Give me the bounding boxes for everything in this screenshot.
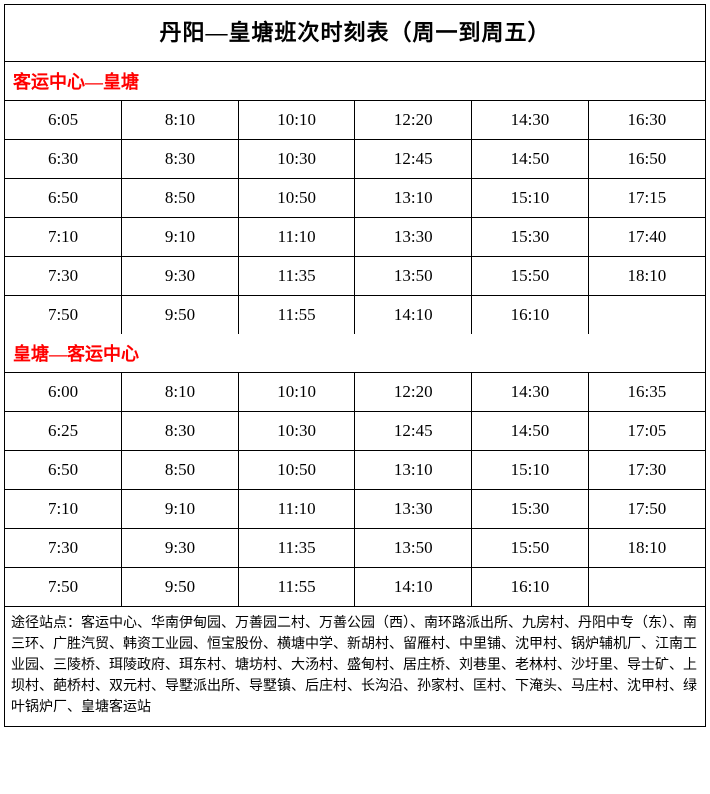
time-cell: 16:30 [588, 101, 705, 140]
time-cell: 18:10 [588, 529, 705, 568]
time-cell: 8:30 [122, 412, 239, 451]
time-cell: 9:50 [122, 568, 239, 607]
time-cell: 15:30 [472, 490, 589, 529]
time-cell: 7:10 [5, 490, 122, 529]
time-cell: 14:10 [355, 296, 472, 335]
time-cell: 7:10 [5, 218, 122, 257]
time-cell: 12:20 [355, 101, 472, 140]
time-cell: 9:10 [122, 218, 239, 257]
time-cell: 13:10 [355, 451, 472, 490]
time-cell: 11:10 [238, 218, 355, 257]
time-cell: 10:30 [238, 412, 355, 451]
table-row: 6:058:1010:1012:2014:3016:30 [5, 101, 705, 140]
section2-table: 6:008:1010:1012:2014:3016:356:258:3010:3… [5, 373, 705, 606]
table-row: 7:309:3011:3513:5015:5018:10 [5, 529, 705, 568]
time-cell: 11:10 [238, 490, 355, 529]
time-cell: 7:30 [5, 257, 122, 296]
time-cell: 11:55 [238, 568, 355, 607]
time-cell: 10:50 [238, 451, 355, 490]
time-cell: 9:30 [122, 257, 239, 296]
time-cell: 17:15 [588, 179, 705, 218]
time-cell: 18:10 [588, 257, 705, 296]
time-cell: 15:50 [472, 257, 589, 296]
table-row: 6:508:5010:5013:1015:1017:15 [5, 179, 705, 218]
time-cell: 10:10 [238, 373, 355, 412]
time-cell: 6:30 [5, 140, 122, 179]
time-cell: 14:30 [472, 373, 589, 412]
time-cell: 8:10 [122, 373, 239, 412]
footer-stops: 途径站点：客运中心、华南伊甸园、万善园二村、万善公园（西）、南环路派出所、九房村… [5, 606, 705, 726]
time-cell: 15:10 [472, 451, 589, 490]
time-cell: 17:05 [588, 412, 705, 451]
time-cell: 15:50 [472, 529, 589, 568]
table-row: 6:308:3010:3012:4514:5016:50 [5, 140, 705, 179]
table-row: 7:109:1011:1013:3015:3017:50 [5, 490, 705, 529]
time-cell: 6:00 [5, 373, 122, 412]
time-cell: 14:50 [472, 412, 589, 451]
time-cell: 14:10 [355, 568, 472, 607]
time-cell: 9:30 [122, 529, 239, 568]
time-cell: 10:10 [238, 101, 355, 140]
table-row: 7:109:1011:1013:3015:3017:40 [5, 218, 705, 257]
time-cell: 8:10 [122, 101, 239, 140]
time-cell: 9:50 [122, 296, 239, 335]
time-cell: 15:10 [472, 179, 589, 218]
table-row: 6:258:3010:3012:4514:5017:05 [5, 412, 705, 451]
time-cell: 17:50 [588, 490, 705, 529]
time-cell: 15:30 [472, 218, 589, 257]
time-cell: 16:35 [588, 373, 705, 412]
timetable-container: 丹阳—皇塘班次时刻表（周一到周五） 客运中心—皇塘 6:058:1010:101… [4, 4, 706, 727]
time-cell: 9:10 [122, 490, 239, 529]
time-cell: 7:50 [5, 568, 122, 607]
time-cell [588, 568, 705, 607]
time-cell: 14:30 [472, 101, 589, 140]
time-cell: 6:50 [5, 179, 122, 218]
section1-header: 客运中心—皇塘 [5, 61, 705, 101]
time-cell: 8:50 [122, 179, 239, 218]
time-cell: 8:50 [122, 451, 239, 490]
time-cell: 13:30 [355, 490, 472, 529]
section1-table: 6:058:1010:1012:2014:3016:306:308:3010:3… [5, 101, 705, 334]
table-row: 7:509:5011:5514:1016:10 [5, 296, 705, 335]
table-row: 7:309:3011:3513:5015:5018:10 [5, 257, 705, 296]
time-cell: 13:30 [355, 218, 472, 257]
time-cell: 17:40 [588, 218, 705, 257]
time-cell [588, 296, 705, 335]
time-cell: 12:20 [355, 373, 472, 412]
table-row: 7:509:5011:5514:1016:10 [5, 568, 705, 607]
time-cell: 7:30 [5, 529, 122, 568]
time-cell: 8:30 [122, 140, 239, 179]
time-cell: 7:50 [5, 296, 122, 335]
time-cell: 17:30 [588, 451, 705, 490]
time-cell: 12:45 [355, 140, 472, 179]
time-cell: 6:05 [5, 101, 122, 140]
time-cell: 13:50 [355, 529, 472, 568]
table-row: 6:008:1010:1012:2014:3016:35 [5, 373, 705, 412]
time-cell: 13:10 [355, 179, 472, 218]
time-cell: 10:30 [238, 140, 355, 179]
time-cell: 11:35 [238, 257, 355, 296]
time-cell: 16:10 [472, 296, 589, 335]
time-cell: 11:55 [238, 296, 355, 335]
time-cell: 13:50 [355, 257, 472, 296]
time-cell: 11:35 [238, 529, 355, 568]
time-cell: 6:25 [5, 412, 122, 451]
page-title: 丹阳—皇塘班次时刻表（周一到周五） [5, 5, 705, 61]
time-cell: 16:50 [588, 140, 705, 179]
time-cell: 12:45 [355, 412, 472, 451]
table-row: 6:508:5010:5013:1015:1017:30 [5, 451, 705, 490]
time-cell: 6:50 [5, 451, 122, 490]
time-cell: 10:50 [238, 179, 355, 218]
time-cell: 16:10 [472, 568, 589, 607]
time-cell: 14:50 [472, 140, 589, 179]
section2-header: 皇塘—客运中心 [5, 334, 705, 373]
